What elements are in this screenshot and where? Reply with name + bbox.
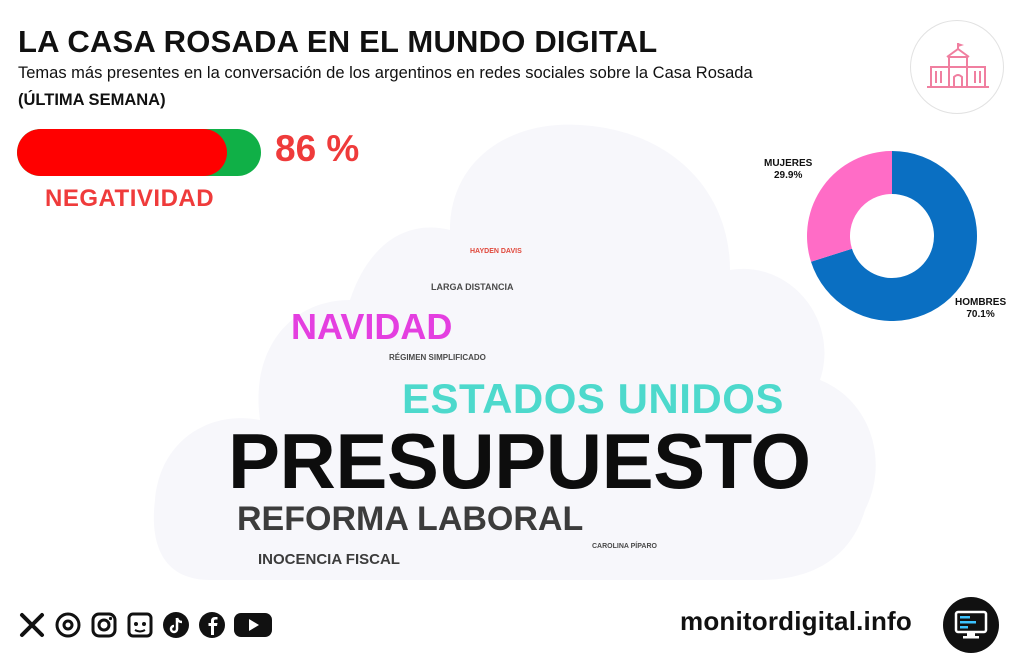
cloud-word: LARGA DISTANCIA (431, 282, 514, 292)
instagram-icon[interactable] (89, 610, 119, 640)
donut-value-label: 70.1% (966, 308, 995, 320)
cloud-word: INOCENCIA FISCAL (258, 551, 400, 568)
page-subtitle: Temas más presentes en la conversación d… (18, 64, 753, 82)
youtube-icon[interactable] (233, 610, 273, 640)
x-icon[interactable] (17, 610, 47, 640)
threads-icon[interactable] (53, 610, 83, 640)
cloud-word: NAVIDAD (291, 306, 453, 347)
cloud-word: RÉGIMEN SIMPLIFICADO (389, 353, 486, 362)
donut-slice-hombres (810, 151, 977, 321)
donut-value-label: 29.9% (774, 169, 803, 181)
negativity-label: NEGATIVIDAD (45, 185, 215, 212)
negativity-value: 86 % (275, 128, 360, 169)
gender-donut-chart (807, 151, 977, 321)
social-icons (17, 608, 273, 642)
donut-label-mujeres: MUJERES 29.9% (764, 158, 812, 181)
donut-category-label: MUJERES (764, 158, 813, 169)
kick-icon[interactable] (125, 610, 155, 640)
monitor-icon (943, 597, 999, 653)
negativity-bar-fill (17, 129, 227, 176)
facebook-icon[interactable] (197, 610, 227, 640)
period-label: (ÚLTIMA SEMANA) (18, 91, 166, 109)
site-url[interactable]: monitordigital.info (680, 606, 912, 636)
page-title: LA CASA ROSADA EN EL MUNDO DIGITAL (18, 24, 658, 59)
cloud-word: PRESUPUESTO (228, 417, 811, 505)
word-cloud-shape (153, 124, 876, 581)
cloud-word: HAYDEN DAVIS (470, 248, 522, 255)
donut-label-hombres: HOMBRES 70.1% (955, 297, 1006, 320)
tiktok-icon[interactable] (161, 610, 191, 640)
donut-slice-mujeres (807, 151, 892, 262)
cloud-word: CAROLINA PÍPARO (592, 543, 657, 550)
cloud-word: REFORMA LABORAL (237, 500, 584, 538)
donut-category-label: HOMBRES (955, 297, 1007, 308)
cloud-word: ESTADOS UNIDOS (402, 375, 784, 422)
casa-rosada-icon (910, 20, 1004, 114)
negativity-bar (17, 129, 261, 176)
